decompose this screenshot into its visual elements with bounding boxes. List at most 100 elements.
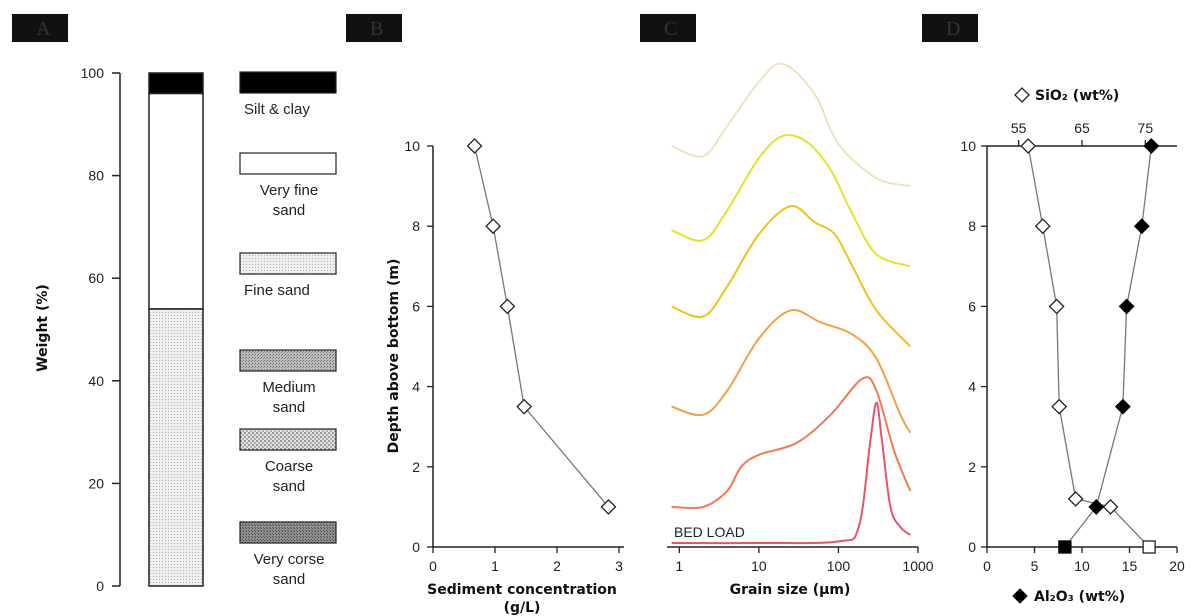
a-legend-swatch-2 xyxy=(239,252,337,275)
a-y-tick-label: 100 xyxy=(81,65,105,81)
panel-a-chart: 0 20 40 60 80 100 Weight (%) Silt & clay Very … xyxy=(35,65,337,594)
c-x-axis-label: Grain size (μm) xyxy=(730,582,851,598)
b-y-tick-label: 0 xyxy=(412,539,420,555)
c-grain-size-curve-5 xyxy=(671,401,911,545)
c-grain-size-curve-2 xyxy=(671,205,912,348)
d-top-axis-label: SiO₂ (wt%) xyxy=(1035,88,1119,104)
b-y-tick-label: 2 xyxy=(412,459,420,475)
c-x-tick-label: 10 xyxy=(751,558,767,574)
c-x-tick-label: 1000 xyxy=(902,558,933,574)
a-y-tick-label: 60 xyxy=(88,270,104,286)
a-y-tick-label: 80 xyxy=(88,168,104,184)
d-data-point xyxy=(1020,138,1037,154)
b-x-axis-label-line2: (g/L) xyxy=(504,600,541,616)
a-legend-swatch-0 xyxy=(239,71,337,94)
a-legend-swatch-1 xyxy=(239,152,337,175)
b-data-point xyxy=(499,298,516,315)
d-x-axis-label: Al₂O₃ (wt%) xyxy=(1034,589,1125,605)
b-y-tick-label: 4 xyxy=(412,379,420,395)
panel-label-d: D xyxy=(922,14,978,42)
a-bar-segment-2 xyxy=(148,308,204,587)
b-data-point xyxy=(485,218,502,235)
b-y-tick-label: 8 xyxy=(412,218,420,234)
c-x-tick-label: 1 xyxy=(675,558,683,574)
a-y-tick-label: 20 xyxy=(88,475,104,491)
a-legend-label: Silt & clay xyxy=(244,101,310,118)
a-legend-label: sand xyxy=(273,478,306,495)
c-x-tick-label: 100 xyxy=(827,558,851,574)
d-data-point-square xyxy=(1058,540,1072,554)
d-series-line-1 xyxy=(1064,145,1152,548)
d-series-line-0 xyxy=(1027,145,1150,548)
d-x-tick-label: 5 xyxy=(1031,558,1039,574)
d-bottom-legend-filled-diamond xyxy=(1012,588,1028,604)
a-legend-label: sand xyxy=(273,571,306,588)
c-grain-size-curve-0 xyxy=(671,62,911,188)
b-series xyxy=(466,138,617,515)
d-x-tick-label: 10 xyxy=(1074,558,1090,574)
d-top-tick-label: 55 xyxy=(1011,120,1027,136)
a-legend-label: Very fine xyxy=(260,182,318,199)
c-bed-load-label: BED LOAD xyxy=(674,524,745,540)
d-top-tick-label: 65 xyxy=(1074,120,1090,136)
panel-label-c: C xyxy=(640,14,696,42)
panel-label-a: A xyxy=(12,14,68,42)
d-data-point xyxy=(1102,498,1119,515)
c-series xyxy=(671,62,912,545)
d-ticks: 0 2 4 6 8 10 0 5 10 15 20 55 65 75 xyxy=(960,120,1185,574)
b-data-point xyxy=(600,498,617,515)
d-x-tick-label: 15 xyxy=(1122,558,1138,574)
d-y-tick-label: 0 xyxy=(968,539,976,555)
a-y-tick-label: 0 xyxy=(96,578,104,594)
a-legend: Silt & clay Very fine sand Fine sand Medium s… xyxy=(239,71,337,588)
d-data-point xyxy=(1114,398,1131,415)
c-grain-size-curve-3 xyxy=(671,309,912,434)
d-data-point xyxy=(1133,218,1150,235)
d-top-legend-open-diamond xyxy=(1014,87,1030,103)
b-y-axis-label: Depth above bottom (m) xyxy=(386,259,402,454)
d-y-tick-label: 4 xyxy=(968,379,976,395)
a-legend-label: sand xyxy=(273,399,306,416)
a-bar-segment-1 xyxy=(148,92,204,310)
b-y-tick-label: 6 xyxy=(412,298,420,314)
a-bar-segment-0 xyxy=(148,72,204,95)
a-legend-label: Medium xyxy=(262,379,315,396)
d-y-tick-label: 8 xyxy=(968,218,976,234)
a-legend-label: sand xyxy=(273,202,306,219)
a-legend-swatch-3 xyxy=(239,349,337,372)
a-stacked-bar xyxy=(148,72,204,587)
panel-d-chart: 0 2 4 6 8 10 0 5 10 15 20 55 65 75 SiO₂ (wt%) Al₂O₃ (… xyxy=(960,87,1185,605)
b-y-tick-label: 10 xyxy=(404,138,420,154)
d-series xyxy=(1020,138,1160,554)
b-ticks: 0 2 4 6 8 10 0 1 2 3 xyxy=(404,138,623,574)
a-legend-swatch-5 xyxy=(239,521,337,544)
panel-b-chart: 0 2 4 6 8 10 0 1 2 3 Depth above bottom (m) Sedim… xyxy=(386,138,624,616)
d-data-point xyxy=(1048,298,1065,315)
d-top-tick-label: 75 xyxy=(1138,120,1154,136)
d-data-point xyxy=(1034,218,1051,235)
c-ticks: 1 10 100 1000 xyxy=(675,547,934,574)
a-y-axis-label: Weight (%) xyxy=(35,284,51,372)
d-y-tick-label: 2 xyxy=(968,459,976,475)
b-data-point xyxy=(516,398,533,415)
a-y-tick-label: 40 xyxy=(88,373,104,389)
d-data-point xyxy=(1143,138,1160,154)
d-data-point xyxy=(1051,398,1068,415)
b-x-tick-label: 2 xyxy=(553,558,561,574)
a-legend-label: Coarse xyxy=(265,458,313,475)
d-x-tick-label: 20 xyxy=(1169,558,1185,574)
d-y-tick-label: 10 xyxy=(960,138,976,154)
a-y-ticks: 0 20 40 60 80 100 xyxy=(81,65,120,594)
d-data-point xyxy=(1088,498,1105,515)
d-data-point xyxy=(1118,298,1135,315)
c-grain-size-curve-4 xyxy=(671,376,912,510)
b-x-tick-label: 3 xyxy=(615,558,623,574)
a-legend-label: Fine sand xyxy=(244,282,310,299)
panel-c-chart: 1 10 100 1000 BED LOAD Grain size (μm) xyxy=(667,62,934,598)
b-x-axis-label-line1: Sediment concentration xyxy=(427,582,617,598)
b-x-tick-label: 1 xyxy=(491,558,499,574)
b-data-point xyxy=(466,138,483,154)
d-x-tick-label: 0 xyxy=(983,558,991,574)
d-data-point xyxy=(1067,490,1084,507)
